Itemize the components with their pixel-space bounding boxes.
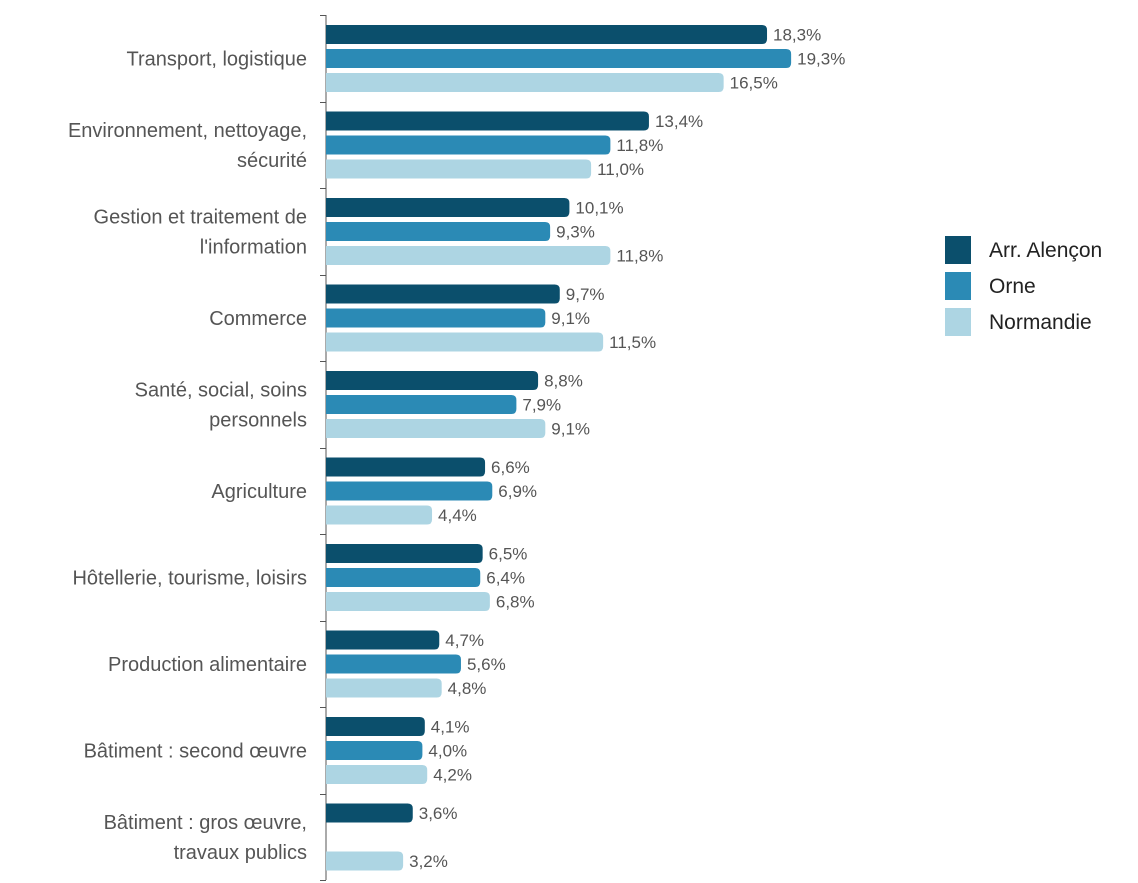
value-label: 7,9% bbox=[522, 396, 561, 415]
value-label: 5,6% bbox=[467, 655, 506, 674]
bar-normandie bbox=[326, 592, 490, 611]
value-label: 19,3% bbox=[797, 50, 845, 69]
bar-arr-alen-on bbox=[326, 198, 570, 217]
bar-arr-alen-on bbox=[326, 457, 486, 477]
bar-normandie bbox=[326, 332, 604, 352]
category-label: Hôtellerie, tourisme, loisirs bbox=[72, 567, 307, 589]
bar-orne bbox=[326, 49, 792, 68]
category-axis bbox=[320, 15, 327, 881]
value-label: 10,1% bbox=[575, 199, 623, 218]
bar-arr-alen-on bbox=[326, 371, 539, 390]
bar-normandie bbox=[326, 851, 404, 871]
bar-arr-alen-on bbox=[326, 717, 425, 736]
value-label: 16,5% bbox=[730, 74, 778, 93]
value-label: 6,8% bbox=[496, 593, 535, 612]
value-label: 4,4% bbox=[438, 506, 477, 525]
value-label: 9,1% bbox=[551, 420, 590, 439]
value-label: 6,5% bbox=[489, 545, 528, 564]
bar-normandie bbox=[326, 765, 428, 784]
category-label: Bâtiment : gros œuvre, travaux publics bbox=[104, 812, 307, 864]
bar-arr-alen-on bbox=[326, 803, 413, 823]
bar-arr-alen-on bbox=[326, 544, 483, 563]
bar-arr-alen-on bbox=[326, 111, 649, 131]
value-label: 18,3% bbox=[773, 26, 821, 45]
category-label: Agriculture bbox=[211, 481, 307, 503]
bar-normandie bbox=[326, 419, 546, 438]
value-label: 6,9% bbox=[498, 482, 537, 501]
value-label: 3,2% bbox=[409, 852, 448, 871]
bar-normandie bbox=[326, 246, 611, 265]
legend: Arr. Alençon Orne Normandie bbox=[945, 236, 1102, 336]
legend-label: Normandie bbox=[989, 311, 1092, 334]
value-label: 4,7% bbox=[445, 631, 484, 650]
legend-label: Arr. Alençon bbox=[989, 239, 1102, 262]
bar-orne bbox=[326, 481, 493, 501]
value-label: 8,8% bbox=[544, 372, 583, 391]
bar-normandie bbox=[326, 678, 442, 698]
value-label: 4,0% bbox=[428, 742, 467, 761]
bar-orne bbox=[326, 654, 461, 674]
category-labels: Transport, logistique Environnement, nett… bbox=[68, 48, 307, 864]
value-label: 11,0% bbox=[597, 160, 644, 179]
bar-orne bbox=[326, 568, 481, 587]
value-label: 11,8% bbox=[616, 136, 663, 155]
bars bbox=[326, 25, 792, 871]
bar-arr-alen-on bbox=[326, 25, 768, 44]
value-label: 9,3% bbox=[556, 223, 595, 242]
legend-swatch bbox=[945, 272, 971, 300]
bar-orne bbox=[326, 135, 611, 155]
value-label: 6,6% bbox=[491, 458, 530, 477]
value-label: 4,1% bbox=[431, 718, 470, 737]
bar-normandie bbox=[326, 159, 592, 179]
category-label: Bâtiment : second œuvre bbox=[84, 740, 307, 762]
value-label: 4,8% bbox=[448, 679, 487, 698]
bar-normandie bbox=[326, 73, 724, 92]
category-label: Production alimentaire bbox=[108, 654, 307, 676]
value-label: 3,6% bbox=[419, 804, 458, 823]
bar-arr-alen-on bbox=[326, 284, 560, 304]
value-label: 11,8% bbox=[616, 247, 663, 266]
bar-orne bbox=[326, 741, 423, 760]
bar-normandie bbox=[326, 505, 433, 525]
category-label: Gestion et traitement de l'information bbox=[94, 206, 307, 258]
value-label: 6,4% bbox=[486, 569, 525, 588]
bar-orne bbox=[326, 222, 551, 241]
value-label: 13,4% bbox=[655, 112, 703, 131]
value-label: 4,2% bbox=[433, 766, 472, 785]
legend-swatch bbox=[945, 308, 971, 336]
category-label: Environnement, nettoyage, sécurité bbox=[68, 120, 307, 172]
category-label: Transport, logistique bbox=[127, 48, 307, 70]
bar-orne bbox=[326, 395, 517, 414]
value-label: 9,7% bbox=[566, 285, 605, 304]
bar-arr-alen-on bbox=[326, 630, 440, 650]
legend-swatch bbox=[945, 236, 971, 264]
bar-orne bbox=[326, 308, 546, 328]
value-labels: 18,3% 19,3% 16,5% 13,4% 11,8% 11,0% 10,1% 9,3% 1… bbox=[409, 26, 845, 872]
category-label: Commerce bbox=[209, 308, 307, 330]
category-label: Santé, social, soins personnels bbox=[135, 379, 307, 431]
value-label: 9,1% bbox=[551, 309, 590, 328]
legend-label: Orne bbox=[989, 275, 1036, 298]
value-label: 11,5% bbox=[609, 333, 656, 352]
